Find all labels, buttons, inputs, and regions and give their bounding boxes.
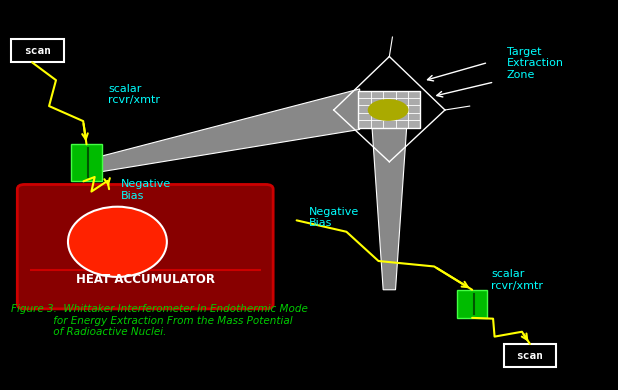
Bar <box>11 39 64 62</box>
Text: scan: scan <box>517 351 543 361</box>
Polygon shape <box>102 89 360 172</box>
FancyBboxPatch shape <box>17 184 273 309</box>
Ellipse shape <box>368 99 408 121</box>
Text: Negative
Bias: Negative Bias <box>309 207 359 228</box>
Bar <box>358 91 420 128</box>
Bar <box>504 344 556 367</box>
Bar <box>457 290 487 318</box>
Bar <box>71 144 102 181</box>
Text: scan: scan <box>24 46 51 56</box>
Text: Negative
Bias: Negative Bias <box>121 179 171 201</box>
Text: Figure 3.  Whittaker Interferometer In Endothermic Mode
             for Energy : Figure 3. Whittaker Interferometer In En… <box>11 304 308 337</box>
Text: scalar
rcvr/xmtr: scalar rcvr/xmtr <box>491 269 543 291</box>
Text: HEAT ACCUMULATOR: HEAT ACCUMULATOR <box>76 273 214 286</box>
Text: Target
Extraction
Zone: Target Extraction Zone <box>507 47 564 80</box>
Polygon shape <box>372 128 407 290</box>
Ellipse shape <box>68 207 167 277</box>
Text: scalar
rcvr/xmtr: scalar rcvr/xmtr <box>108 84 160 105</box>
